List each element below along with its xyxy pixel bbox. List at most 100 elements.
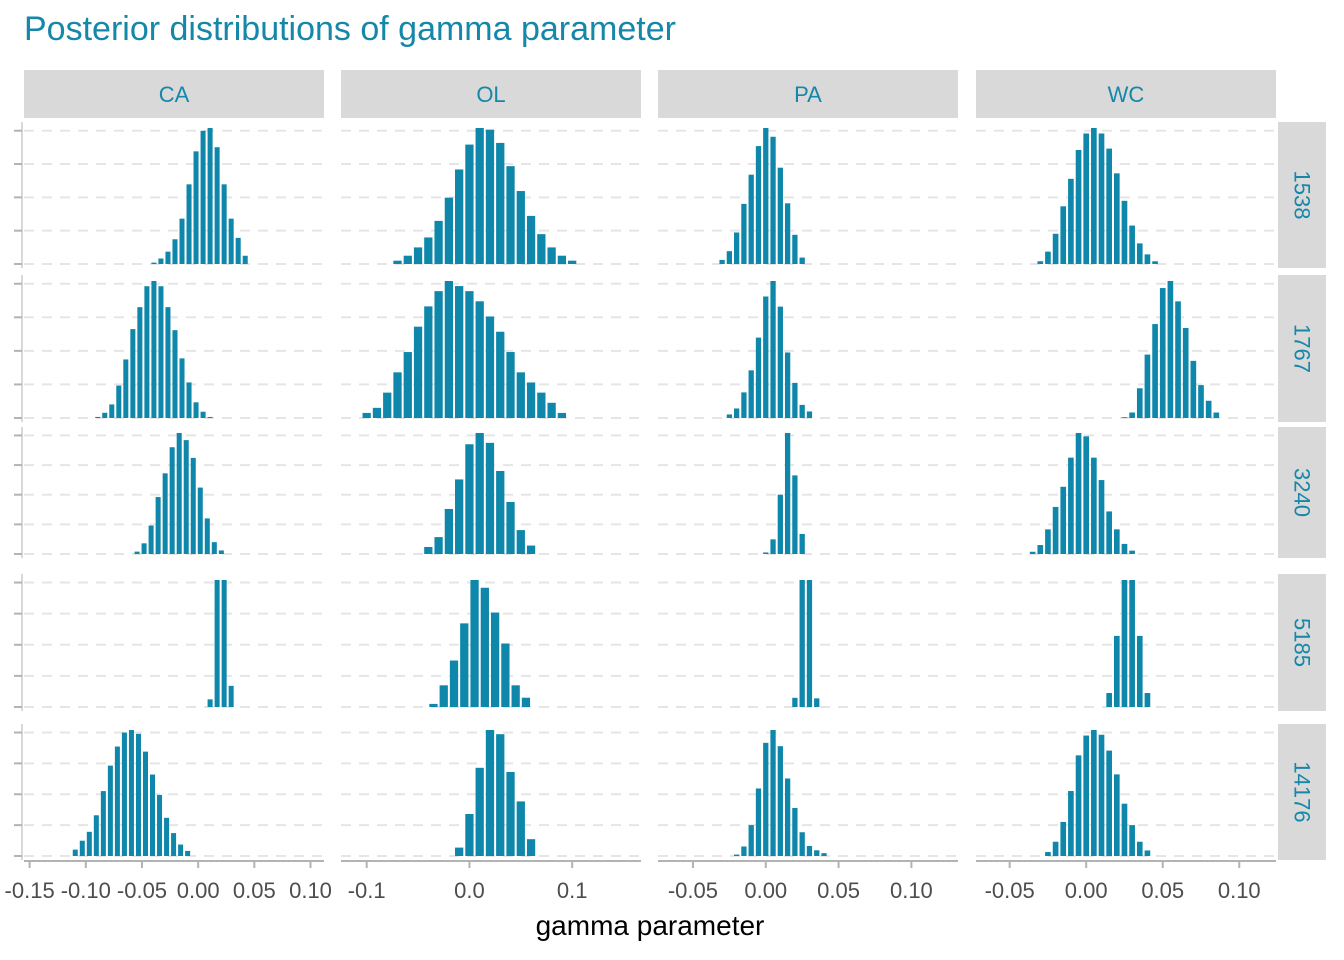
histogram-bar <box>1182 327 1189 418</box>
x-tick-label: -0.05 <box>117 878 167 903</box>
histogram-bar <box>403 352 412 418</box>
histogram-bar <box>726 414 732 418</box>
x-tick-label: 0.05 <box>233 878 276 903</box>
histogram-bar <box>792 475 798 554</box>
histogram-bar <box>1106 750 1112 856</box>
histogram-bar <box>165 307 171 418</box>
histogram-bar <box>1121 200 1128 264</box>
histogram-bar <box>1198 385 1204 418</box>
histogram-bar <box>95 416 101 418</box>
histogram-bar <box>200 411 206 418</box>
histogram-bar <box>475 128 484 264</box>
histogram-bar <box>444 281 454 418</box>
histogram-bar <box>178 844 184 856</box>
histogram-bar <box>144 286 150 418</box>
histogram-bar <box>158 286 164 418</box>
histogram-bar <box>444 508 454 554</box>
histogram-bar <box>1144 254 1151 264</box>
histogram-bar <box>814 698 820 707</box>
histogram-bar <box>1098 133 1105 264</box>
histogram-bar <box>485 129 495 264</box>
histogram-bar <box>1083 133 1090 264</box>
histogram-bar <box>434 537 443 554</box>
histogram-bar <box>734 232 740 264</box>
histogram-bar <box>183 440 189 554</box>
histogram-bar <box>475 433 484 554</box>
histogram-bar <box>455 286 464 418</box>
histogram-bar <box>784 778 791 856</box>
x-tick-label: -0.1 <box>348 878 386 903</box>
histogram-bar <box>79 840 85 856</box>
histogram-bar <box>235 237 241 264</box>
histogram-bar <box>506 352 515 418</box>
histogram-bar <box>547 247 556 264</box>
column-strip-ol <box>341 70 641 118</box>
histogram-bar <box>1136 243 1143 264</box>
histogram-bar <box>475 301 484 418</box>
histogram-bar <box>148 525 154 554</box>
histogram-bar <box>777 306 783 418</box>
histogram-bar <box>200 130 206 264</box>
histogram-bar <box>1213 412 1220 418</box>
histogram-bar <box>784 433 791 554</box>
histogram-bar <box>485 316 495 418</box>
chart-title: Posterior distributions of gamma paramet… <box>24 10 676 48</box>
histogram-bar <box>496 734 505 856</box>
histogram-bar <box>214 580 220 707</box>
histogram-bar <box>439 685 448 707</box>
histogram-bar <box>121 732 127 856</box>
histogram-bar <box>207 128 213 264</box>
histogram-bar <box>151 262 157 264</box>
histogram-bar <box>1129 225 1135 264</box>
histogram-bar <box>150 774 156 856</box>
histogram-bar <box>1068 791 1074 856</box>
histogram-bar <box>134 551 140 554</box>
histogram-bar <box>806 580 813 707</box>
row-strip-5185 <box>1278 574 1326 711</box>
histogram-bar <box>547 402 556 418</box>
histogram-bar <box>799 257 805 264</box>
histogram-bar <box>1152 261 1158 264</box>
histogram-bar <box>1113 173 1120 264</box>
histogram-bar <box>748 174 754 264</box>
histogram-bar <box>1144 354 1151 418</box>
histogram-bar <box>1091 457 1097 554</box>
histogram-bar <box>526 215 536 264</box>
histogram-bar <box>755 146 762 264</box>
histogram-bar <box>1060 206 1067 264</box>
histogram-bar <box>207 416 213 418</box>
histogram-bar <box>799 404 805 418</box>
histogram-bar <box>141 543 147 554</box>
histogram-bar <box>1052 506 1059 554</box>
histogram-bar <box>218 550 224 554</box>
histogram-bar <box>169 447 175 554</box>
histogram-bar <box>137 307 143 418</box>
histogram-bar <box>501 643 510 707</box>
histogram-bar <box>748 825 754 856</box>
histogram-bar <box>403 255 412 264</box>
histogram-bar <box>1121 580 1128 707</box>
histogram-bar <box>755 788 762 856</box>
column-strip-label: WC <box>1108 82 1145 107</box>
x-tick-label: -0.05 <box>985 878 1035 903</box>
histogram-bar <box>123 359 129 418</box>
x-tick-label: 0.0 <box>454 878 485 903</box>
histogram-bar <box>1129 412 1135 418</box>
histogram-bar <box>1121 417 1128 418</box>
x-tick-label: 0.05 <box>1141 878 1184 903</box>
histogram-bar <box>1113 635 1120 707</box>
histogram-bar <box>455 847 464 856</box>
histogram-bar <box>190 457 196 554</box>
histogram-bar <box>557 412 567 418</box>
histogram-bar <box>1075 149 1082 264</box>
histogram-bar <box>444 197 454 264</box>
histogram-bar <box>1091 730 1097 856</box>
histogram-bar <box>116 385 122 418</box>
histogram-bar <box>372 407 382 418</box>
histogram-bar <box>171 833 177 856</box>
histogram-bar <box>470 580 479 707</box>
histogram-bar <box>455 169 464 264</box>
histogram-bar <box>1060 821 1067 856</box>
histogram-bar <box>162 473 168 554</box>
histogram-bar <box>1098 480 1105 554</box>
